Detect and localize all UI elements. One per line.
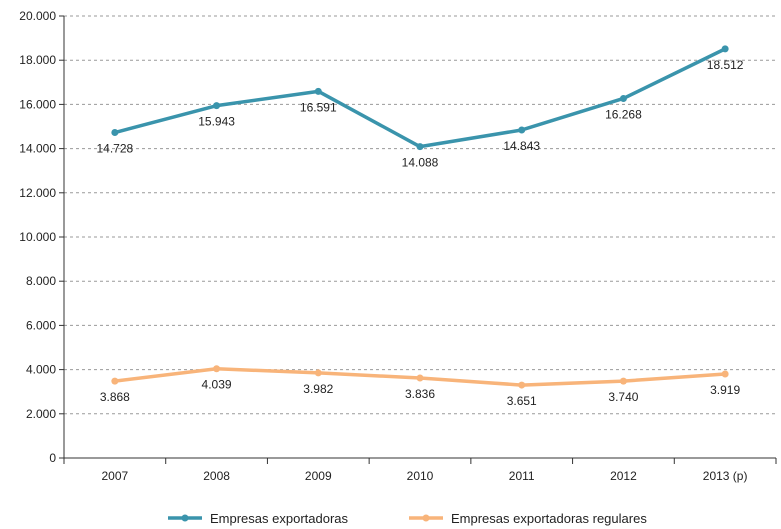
data-label: 16.591 — [300, 100, 337, 114]
data-point — [111, 129, 119, 137]
data-label: 14.843 — [503, 139, 540, 153]
x-tick-label: 2007 — [102, 469, 129, 483]
legend-label-0: Empresas exportadoras — [210, 511, 349, 526]
x-tick-label: 2010 — [407, 469, 434, 483]
y-tick-label: 16.000 — [19, 97, 56, 111]
data-label: 3.919 — [710, 383, 740, 397]
series-lines — [111, 45, 729, 389]
x-axis-ticks: 2007 2008 2009 2010 2011 2012 2013 (p) — [63, 458, 777, 483]
y-tick-label: 18.000 — [19, 53, 56, 67]
y-tick-label: 2.000 — [26, 407, 56, 421]
y-tick-label: 4.000 — [26, 363, 56, 377]
data-label: 4.039 — [202, 378, 232, 392]
data-label: 3.740 — [608, 390, 638, 404]
y-axis-ticks: 0 2.000 4.000 6.000 8.000 10.000 12.000 14.000 1… — [19, 9, 64, 465]
data-point — [111, 377, 119, 385]
data-point — [314, 87, 322, 95]
legend-label-1: Empresas exportadoras regulares — [451, 511, 647, 526]
x-tick-label: 2009 — [305, 469, 332, 483]
x-tick-label: 2008 — [203, 469, 230, 483]
legend-marker-1 — [422, 514, 430, 522]
series-line-0 — [114, 47, 726, 149]
data-point — [213, 365, 221, 373]
data-point — [416, 143, 424, 151]
y-tick-label: 14.000 — [19, 142, 56, 156]
data-point — [213, 102, 221, 110]
data-label: 15.943 — [198, 115, 235, 129]
y-tick-label: 8.000 — [26, 274, 56, 288]
data-point — [416, 374, 424, 382]
data-label: 14.088 — [402, 156, 439, 170]
data-point — [619, 377, 627, 385]
data-point — [721, 370, 729, 378]
y-tick-label: 6.000 — [26, 318, 56, 332]
y-tick-label: 0 — [49, 451, 56, 465]
data-point — [518, 126, 526, 134]
y-tick-label: 10.000 — [19, 230, 56, 244]
data-label: 18.512 — [707, 58, 744, 72]
y-tick-label: 12.000 — [19, 186, 56, 200]
x-tick-label: 2011 — [509, 469, 535, 483]
data-point — [314, 369, 322, 377]
data-label: 16.268 — [605, 107, 642, 121]
data-label: 3.868 — [100, 390, 130, 404]
data-label: 14.728 — [97, 142, 134, 156]
data-point — [518, 381, 526, 389]
x-tick-label: 2012 — [610, 469, 637, 483]
data-label: 3.982 — [303, 382, 333, 396]
legend-marker-0 — [181, 514, 189, 522]
data-point — [619, 94, 627, 102]
data-label: 3.836 — [405, 387, 435, 401]
y-tick-label: 20.000 — [19, 9, 56, 23]
legend: Empresas exportadoras Empresas exportador… — [168, 511, 647, 526]
data-labels: 14.728 15.943 16.591 14.088 14.843 16.268 18.5… — [97, 58, 744, 408]
data-label: 3.651 — [507, 394, 537, 408]
data-point — [721, 45, 729, 53]
x-tick-label: 2013 (p) — [703, 469, 748, 483]
